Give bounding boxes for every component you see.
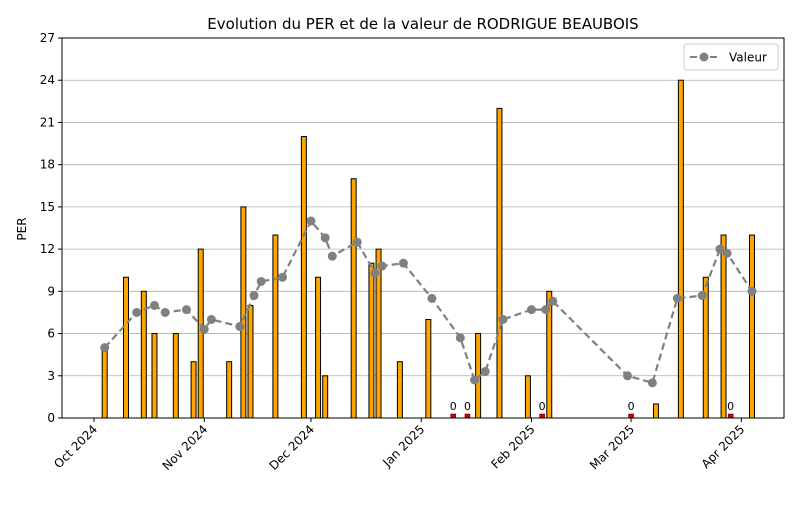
value-point [206, 314, 216, 324]
value-point [747, 286, 757, 296]
y-tick-label: 6 [47, 327, 55, 341]
value-point [672, 293, 682, 303]
zero-bar [464, 413, 471, 419]
bar [151, 333, 158, 419]
bar [272, 234, 279, 419]
y-tick-label: 9 [47, 284, 55, 298]
value-point [427, 293, 437, 303]
value-point [320, 233, 330, 243]
value-point [498, 314, 508, 324]
bar-value-label: 0 [464, 400, 471, 413]
value-point [181, 305, 191, 315]
plot-frame [61, 37, 785, 419]
bar [720, 234, 727, 419]
line-series [100, 216, 757, 388]
value-point [548, 296, 558, 306]
bar [496, 107, 503, 419]
bar [652, 403, 659, 419]
value-point [132, 307, 142, 317]
bar [350, 178, 357, 419]
y-tick-label: 15 [40, 200, 55, 214]
bar [172, 333, 179, 419]
value-point [149, 300, 159, 310]
value-point [623, 371, 633, 381]
value-point [327, 251, 337, 261]
value-point [647, 378, 657, 388]
bar [425, 318, 432, 419]
zero-bar [539, 413, 545, 419]
bar [315, 276, 322, 419]
chart-title: Evolution du PER et de la valeur de RODR… [207, 15, 638, 33]
bar [524, 375, 531, 419]
bar-value-label: 0 [628, 400, 635, 413]
legend-label: Valeur [729, 51, 767, 65]
value-point [249, 291, 259, 301]
value-point [722, 248, 732, 258]
bar [240, 206, 247, 419]
zero-bar [628, 413, 634, 419]
y-axis-ticks: 0 3 6 9 12 15 18 21 24 27 [40, 31, 62, 425]
y-tick-label: 0 [47, 411, 55, 425]
bar [101, 347, 108, 419]
value-point [160, 307, 170, 317]
y-tick-label: 3 [47, 369, 55, 383]
y-axis-label: PER [15, 217, 29, 240]
bar [368, 262, 375, 419]
legend: Valeur [683, 43, 779, 71]
value-point [470, 375, 480, 385]
value-point [352, 237, 362, 247]
bar [140, 290, 147, 419]
value-point [541, 305, 551, 315]
bar [247, 304, 254, 419]
value-point [306, 216, 316, 226]
value-point [370, 268, 380, 278]
value-point [256, 276, 266, 286]
legend-marker [699, 52, 709, 62]
zero-bar [727, 413, 734, 419]
value-point [377, 261, 387, 271]
value-point [278, 272, 288, 282]
bar [749, 234, 755, 419]
y-tick-label: 21 [40, 115, 55, 129]
value-point [715, 244, 725, 254]
value-point [235, 322, 245, 332]
bar [396, 361, 403, 419]
y-tick-label: 24 [40, 73, 55, 87]
value-point [199, 324, 209, 334]
bar [322, 375, 329, 419]
value-point [480, 367, 490, 377]
bar [677, 79, 684, 419]
legend-box [683, 43, 779, 71]
value-point [398, 258, 408, 268]
bar-value-label: 0 [539, 400, 546, 413]
bar [226, 361, 233, 419]
value-point [526, 305, 536, 315]
zero-bar [450, 413, 457, 419]
value-point [100, 343, 110, 353]
value-point [455, 333, 465, 343]
bar-value-label: 0 [450, 400, 457, 413]
y-tick-label: 12 [40, 242, 55, 256]
bar [300, 136, 307, 419]
bar [123, 276, 130, 419]
bar-value-label: 0 [727, 400, 734, 413]
bar [197, 248, 204, 419]
value-point [697, 291, 707, 301]
y-tick-label: 18 [40, 158, 55, 172]
bar [190, 361, 197, 419]
y-tick-label: 27 [40, 31, 55, 45]
